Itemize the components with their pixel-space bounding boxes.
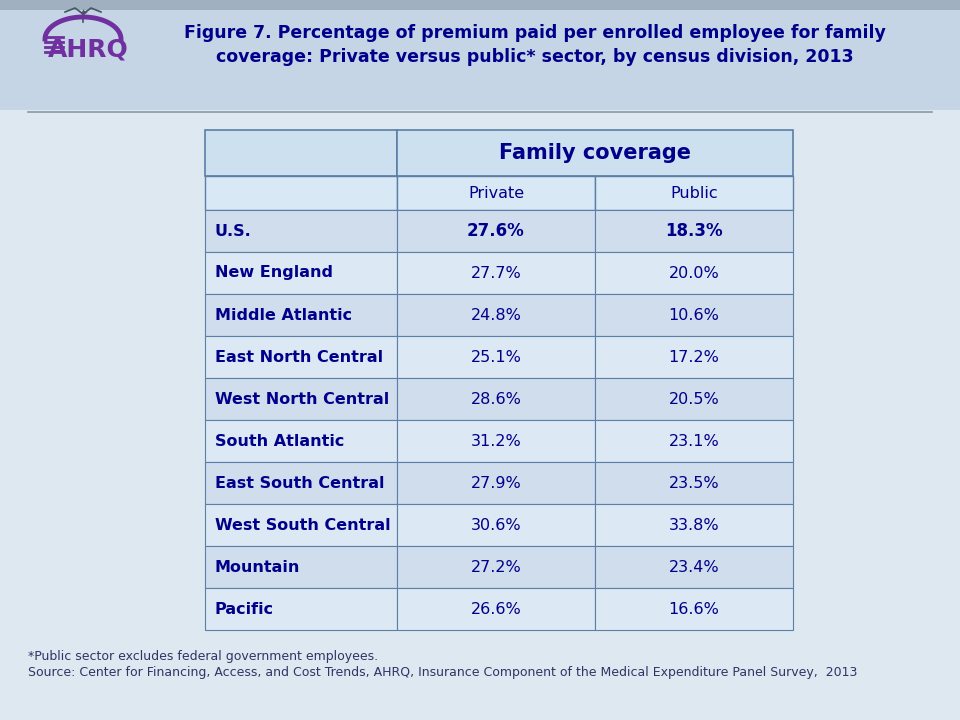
Text: AHRQ: AHRQ <box>48 37 129 61</box>
Bar <box>595 336 793 378</box>
Text: 10.6%: 10.6% <box>668 307 719 323</box>
Bar <box>397 294 595 336</box>
Text: *Public sector excludes federal government employees.: *Public sector excludes federal governme… <box>28 650 378 663</box>
Bar <box>595 294 793 336</box>
Bar <box>595 546 793 588</box>
Bar <box>205 462 397 504</box>
Text: Family coverage: Family coverage <box>499 143 691 163</box>
Bar <box>205 378 397 420</box>
Bar <box>595 378 793 420</box>
Text: 30.6%: 30.6% <box>470 518 521 533</box>
Text: West South Central: West South Central <box>215 518 391 533</box>
Bar <box>205 588 397 630</box>
Text: 16.6%: 16.6% <box>668 601 719 616</box>
Text: 27.9%: 27.9% <box>470 475 521 490</box>
Text: Private: Private <box>468 186 524 200</box>
Bar <box>397 252 595 294</box>
Text: 23.4%: 23.4% <box>669 559 719 575</box>
Text: 23.5%: 23.5% <box>669 475 719 490</box>
Text: Source: Center for Financing, Access, and Cost Trends, AHRQ, Insurance Component: Source: Center for Financing, Access, an… <box>28 666 857 679</box>
Bar <box>397 588 595 630</box>
Text: East South Central: East South Central <box>215 475 385 490</box>
Bar <box>595 210 793 252</box>
Bar <box>595 462 793 504</box>
Text: 27.2%: 27.2% <box>470 559 521 575</box>
Text: 20.0%: 20.0% <box>668 266 719 281</box>
Bar <box>397 504 595 546</box>
Bar <box>205 336 397 378</box>
Text: 18.3%: 18.3% <box>665 222 723 240</box>
Bar <box>595 176 793 210</box>
Text: New England: New England <box>215 266 333 281</box>
Text: 26.6%: 26.6% <box>470 601 521 616</box>
Text: 33.8%: 33.8% <box>669 518 719 533</box>
Bar <box>397 462 595 504</box>
Text: 28.6%: 28.6% <box>470 392 521 407</box>
Text: coverage: Private versus public* sector, by census division, 2013: coverage: Private versus public* sector,… <box>216 48 853 66</box>
Text: Pacific: Pacific <box>215 601 275 616</box>
Bar <box>397 176 595 210</box>
Bar <box>397 336 595 378</box>
Bar <box>205 504 397 546</box>
Text: 23.1%: 23.1% <box>668 433 719 449</box>
Bar <box>595 252 793 294</box>
Text: ✦: ✦ <box>79 9 87 19</box>
Bar <box>0 0 960 10</box>
Bar <box>205 420 397 462</box>
Text: 17.2%: 17.2% <box>668 349 719 364</box>
Bar <box>595 420 793 462</box>
Text: West North Central: West North Central <box>215 392 389 407</box>
Text: Mountain: Mountain <box>215 559 300 575</box>
Text: East North Central: East North Central <box>215 349 383 364</box>
Text: 27.6%: 27.6% <box>468 222 525 240</box>
Bar <box>205 210 397 252</box>
Text: Figure 7. Percentage of premium paid per enrolled employee for family: Figure 7. Percentage of premium paid per… <box>184 24 886 42</box>
Bar <box>397 210 595 252</box>
Bar <box>397 546 595 588</box>
Bar <box>397 420 595 462</box>
Text: Public: Public <box>670 186 718 200</box>
Bar <box>595 588 793 630</box>
Text: South Atlantic: South Atlantic <box>215 433 345 449</box>
Bar <box>205 176 397 210</box>
Bar <box>205 294 397 336</box>
Bar <box>595 504 793 546</box>
Bar <box>205 546 397 588</box>
Text: U.S.: U.S. <box>215 223 252 238</box>
Bar <box>397 130 793 176</box>
Text: 31.2%: 31.2% <box>470 433 521 449</box>
Bar <box>397 378 595 420</box>
Text: 27.7%: 27.7% <box>470 266 521 281</box>
Text: 24.8%: 24.8% <box>470 307 521 323</box>
Text: 20.5%: 20.5% <box>668 392 719 407</box>
Bar <box>0 0 960 110</box>
Text: 25.1%: 25.1% <box>470 349 521 364</box>
Text: Middle Atlantic: Middle Atlantic <box>215 307 352 323</box>
Bar <box>205 130 397 176</box>
Bar <box>205 252 397 294</box>
